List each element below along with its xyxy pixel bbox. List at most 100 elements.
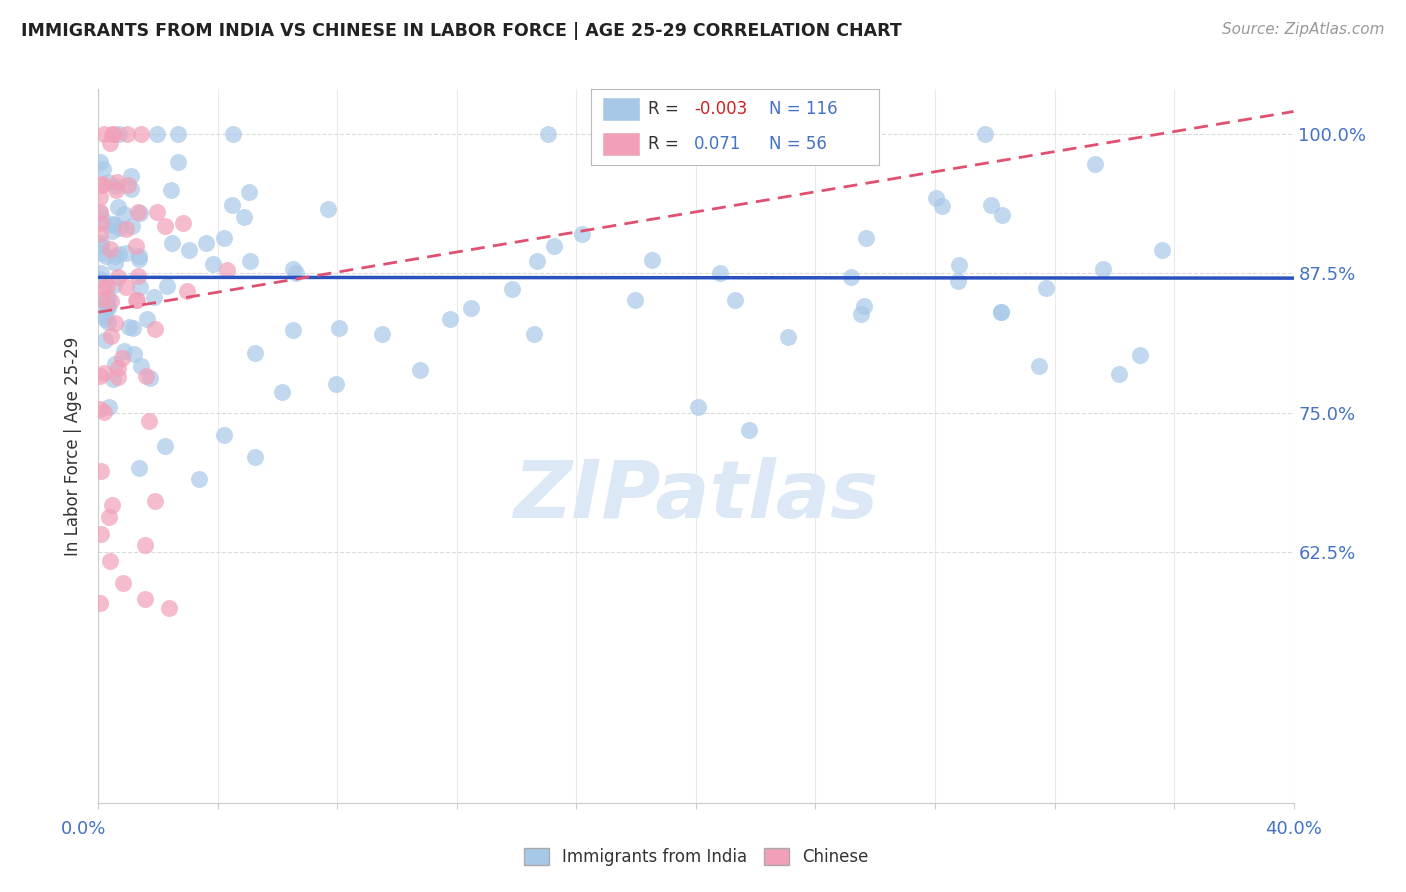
Point — [1035, 281, 1057, 295]
Point — [101, 372, 124, 386]
Point — [104, 316, 127, 330]
Point — [176, 284, 198, 298]
Point — [91, 162, 114, 177]
Point — [104, 256, 127, 270]
Point — [135, 368, 157, 383]
Point — [128, 461, 150, 475]
Point — [98, 242, 121, 256]
Text: Source: ZipAtlas.com: Source: ZipAtlas.com — [1222, 22, 1385, 37]
Point — [851, 307, 873, 321]
Point — [107, 361, 129, 376]
Point — [115, 280, 138, 294]
Point — [526, 253, 548, 268]
Point — [118, 319, 141, 334]
Point — [523, 327, 546, 342]
Point — [232, 211, 254, 225]
Point — [925, 190, 948, 204]
Point — [127, 269, 149, 284]
Point — [129, 127, 152, 141]
Point — [107, 269, 129, 284]
Point — [160, 183, 183, 197]
Point — [90, 236, 112, 251]
Point — [105, 179, 128, 194]
Point — [222, 127, 245, 141]
Point — [281, 323, 304, 337]
Point — [121, 219, 143, 234]
Point — [89, 190, 111, 204]
Point — [93, 404, 115, 418]
Point — [112, 207, 135, 221]
Point — [709, 266, 731, 280]
Point — [103, 217, 125, 231]
Point — [142, 290, 165, 304]
Point — [991, 208, 1014, 222]
Point — [98, 554, 121, 568]
Point — [138, 414, 160, 428]
Point — [89, 402, 111, 417]
Point — [162, 235, 184, 250]
Point — [101, 498, 124, 512]
Point — [624, 293, 647, 308]
Point — [370, 327, 392, 342]
Point — [89, 272, 111, 286]
Point — [686, 401, 709, 415]
Point — [103, 218, 125, 232]
Point — [1084, 156, 1107, 170]
Point — [1092, 262, 1115, 277]
Point — [97, 315, 120, 329]
Point — [155, 219, 177, 234]
Point — [112, 343, 135, 358]
Point — [108, 127, 131, 141]
Point — [328, 321, 350, 335]
Point — [990, 305, 1012, 319]
Point — [103, 277, 125, 292]
Text: 0.0%: 0.0% — [60, 820, 107, 838]
Point — [91, 177, 114, 191]
Point — [1108, 367, 1130, 381]
Point — [96, 300, 118, 314]
Point — [188, 473, 211, 487]
Point — [167, 154, 190, 169]
Point — [107, 200, 129, 214]
Point — [217, 262, 239, 277]
Point — [537, 127, 560, 141]
Point — [98, 136, 121, 150]
Point — [723, 293, 745, 308]
Point — [108, 247, 131, 261]
Point — [97, 510, 120, 524]
Point — [90, 216, 112, 230]
Point — [122, 321, 145, 335]
Point — [245, 345, 267, 359]
Text: 0.071: 0.071 — [695, 135, 741, 153]
Point — [94, 311, 117, 326]
Point — [439, 312, 461, 326]
Point — [100, 294, 122, 309]
Point — [93, 127, 115, 141]
Point — [931, 199, 953, 213]
Point — [948, 274, 970, 288]
Point — [89, 368, 111, 383]
Point — [212, 231, 235, 245]
Point — [221, 198, 243, 212]
Point — [115, 127, 138, 141]
Point — [839, 270, 862, 285]
Point — [641, 253, 664, 268]
Point — [134, 591, 156, 606]
Point — [104, 182, 127, 196]
Point — [114, 222, 136, 236]
Point — [91, 178, 114, 193]
Point — [778, 330, 800, 344]
Point — [97, 301, 120, 315]
Point — [212, 427, 235, 442]
Point — [166, 127, 188, 141]
Y-axis label: In Labor Force | Age 25-29: In Labor Force | Age 25-29 — [65, 336, 83, 556]
Point — [89, 155, 111, 169]
Point — [91, 213, 114, 227]
Point — [100, 329, 122, 343]
Bar — [602, 132, 640, 156]
Point — [90, 293, 112, 307]
Point — [90, 527, 112, 541]
Point — [409, 363, 432, 377]
Point — [156, 278, 179, 293]
Point — [101, 127, 124, 141]
